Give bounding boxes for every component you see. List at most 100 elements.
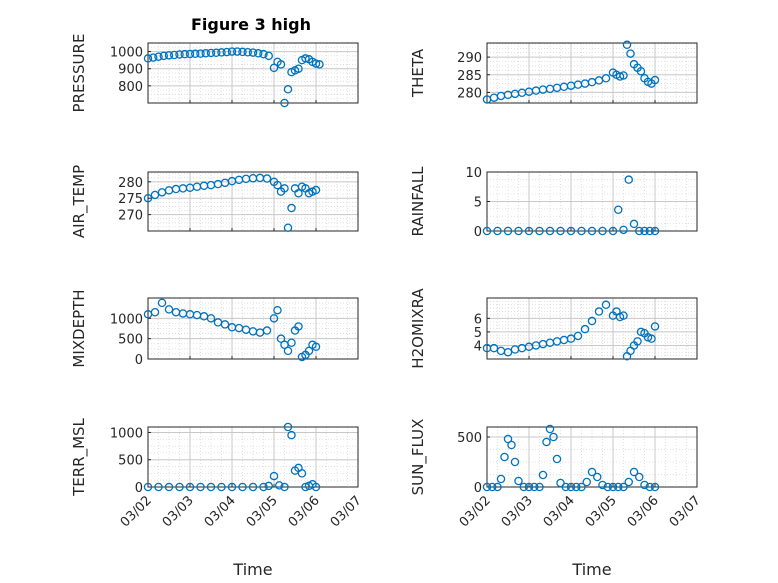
series-pressure [143, 47, 324, 108]
data-point [556, 478, 565, 488]
grid-pressure [147, 42, 359, 104]
y-axis-label: THETA [409, 48, 427, 98]
data-point [645, 226, 655, 236]
y-tick-label: 10 [465, 166, 482, 181]
y-tick-label: 0 [135, 481, 143, 496]
data-point [243, 48, 252, 57]
data-point [262, 326, 272, 335]
y-tick-label: 5 [474, 196, 482, 211]
data-point [650, 322, 660, 331]
x-tick-label: 03/03 [499, 493, 536, 530]
data-point [577, 482, 586, 492]
data-point [143, 54, 153, 63]
data-point [171, 184, 181, 194]
data-point [530, 482, 539, 492]
x-tick-label: 03/05 [583, 493, 620, 530]
data-point [294, 322, 303, 331]
data-point [566, 334, 576, 343]
data-point [280, 98, 289, 108]
y-tick-label: 800 [118, 80, 143, 95]
chart-terr_msl: 0 500 1000 03/02 03/03 03/04 03/05 03/06 03/07 TE… [70, 417, 365, 579]
y-tick-label: 6 [474, 312, 482, 327]
y-tick-label: 290 [457, 51, 482, 66]
series-mixdepth [143, 298, 321, 362]
data-point [572, 482, 581, 492]
data-point [294, 64, 303, 73]
y-tick-label: 275 [118, 192, 143, 207]
data-point [489, 93, 499, 102]
data-point [157, 298, 167, 308]
y-tick-label: 4 [474, 339, 482, 354]
data-point [573, 331, 583, 341]
data-point [538, 339, 548, 349]
series-air_temp [143, 173, 321, 232]
axes-box [486, 42, 698, 104]
x-tick-label: 03/07 [667, 493, 704, 530]
data-point [154, 52, 163, 61]
data-point [624, 175, 634, 184]
data-point [545, 424, 555, 434]
data-point [143, 482, 153, 492]
data-point [524, 226, 534, 236]
data-point [196, 482, 205, 492]
x-tick-label: 03/03 [160, 493, 197, 530]
data-point [283, 346, 293, 356]
data-point [545, 226, 555, 236]
data-point [487, 482, 497, 492]
data-point [552, 454, 562, 464]
data-point [280, 482, 289, 492]
grid-terr_msl [147, 427, 359, 488]
data-point [311, 59, 321, 68]
data-point [269, 471, 279, 481]
x-tick-label: 03/07 [328, 493, 365, 530]
series-theta [482, 40, 660, 104]
data-point [559, 82, 569, 92]
data-point [629, 467, 639, 477]
axes-box [486, 426, 698, 488]
y-tick-label: 500 [457, 431, 482, 446]
data-point [273, 180, 282, 190]
y-tick-label: 5 [474, 326, 482, 341]
data-point [190, 49, 200, 59]
axes-box [147, 42, 359, 104]
data-point [220, 320, 230, 329]
data-point [287, 430, 296, 440]
series-terr_msl [143, 422, 321, 492]
data-point [178, 309, 188, 318]
data-point [304, 346, 314, 356]
data-point [635, 226, 644, 236]
data-point [213, 318, 223, 327]
data-point [227, 482, 237, 492]
data-point [650, 482, 660, 492]
axes-box [486, 297, 698, 360]
data-point [650, 226, 660, 236]
grid-mixdepth [147, 297, 359, 360]
data-point [157, 188, 167, 197]
data-point [283, 85, 293, 94]
data-point [206, 314, 216, 323]
data-point [159, 51, 168, 61]
data-point [311, 342, 321, 352]
data-point [206, 48, 216, 58]
data-point [169, 50, 179, 60]
data-point [164, 51, 174, 60]
y-tick-label: 1000 [110, 426, 143, 441]
y-tick-label: 1000 [110, 312, 143, 327]
data-point [594, 76, 604, 85]
data-point [287, 338, 296, 347]
data-point [196, 49, 205, 58]
data-point [227, 47, 237, 56]
data-point [622, 40, 632, 50]
data-point [283, 422, 293, 432]
data-point [601, 300, 611, 310]
data-point [222, 47, 231, 57]
data-point [640, 226, 649, 236]
data-point [180, 49, 189, 59]
data-point [264, 481, 273, 491]
data-point [259, 49, 268, 59]
data-point [598, 480, 607, 490]
axes-box [147, 171, 359, 232]
data-point [593, 472, 602, 482]
x-tick-label: 03/04 [541, 493, 578, 530]
